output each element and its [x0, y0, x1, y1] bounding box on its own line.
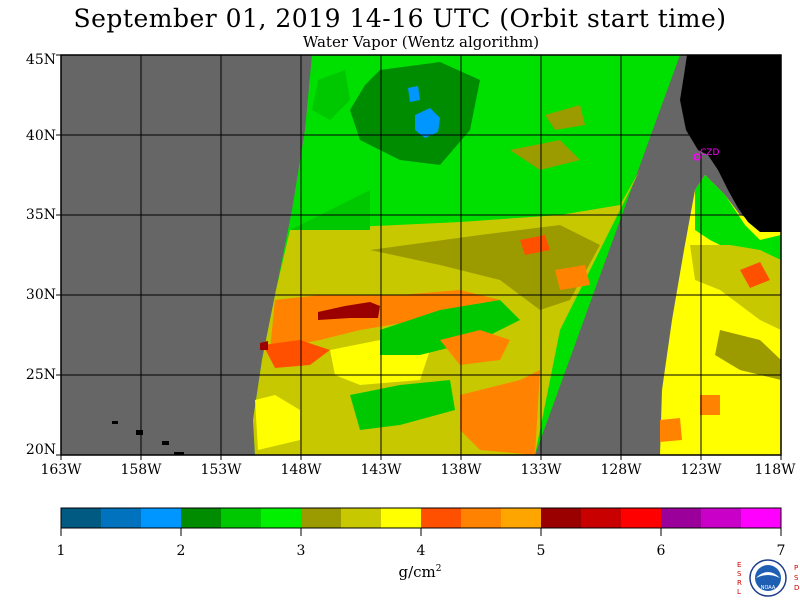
hawaii-island-4 [174, 452, 184, 455]
colorbar-label-2: 2 [176, 543, 186, 559]
swath-right-orange-2 [700, 395, 720, 415]
colorbar-swatch [301, 508, 342, 528]
green-streak-2 [350, 380, 455, 430]
lon-label-133w: 133W [520, 462, 562, 478]
dark-green-region [350, 62, 480, 165]
hawaii-island-2 [136, 430, 143, 435]
lon-label-158w: 158W [120, 462, 162, 478]
colorbar-frame [60, 507, 782, 529]
colorbar-swatch [61, 508, 102, 528]
land-north-america [680, 55, 781, 232]
lat-label-35n: 35N [25, 207, 56, 223]
colorbar-swatch [741, 508, 782, 528]
colorbar-swatch [461, 508, 502, 528]
dark-red-streak [318, 302, 380, 320]
logo-letter-e: E [737, 561, 741, 569]
logo-center-text: NOAA [761, 585, 776, 591]
station-marker [693, 153, 701, 161]
lon-label-143w: 143W [360, 462, 402, 478]
olive-top-patch [510, 140, 580, 170]
colorbar-swatch [661, 508, 702, 528]
orange-band-3 [460, 370, 540, 455]
swath-right-olive-2 [715, 330, 781, 380]
dark-red-dot [260, 341, 268, 350]
blue-spot-small [408, 86, 420, 102]
colorbar-swatch [621, 508, 662, 528]
hawaii-island-1 [112, 421, 118, 424]
map-subtitle: Water Vapor (Wentz algorithm) [302, 33, 540, 51]
units-base: g/cm [398, 563, 436, 581]
logo-letter-l: L [737, 588, 741, 596]
lat-label-45n: 45N [25, 52, 56, 68]
orange-patch-mid2 [555, 265, 590, 290]
lon-label-138w: 138W [440, 462, 482, 478]
logo-letter-s: S [737, 570, 742, 578]
colorbar-swatch [181, 508, 222, 528]
logo-letter-s2: S [794, 574, 799, 582]
dark-green-region-2 [312, 70, 350, 120]
colorbar-swatch [581, 508, 622, 528]
swath-right-green [695, 175, 781, 270]
lat-label-30n: 30N [25, 287, 56, 303]
lat-label-20n: 20N [25, 442, 56, 458]
colorbar-label-6: 6 [656, 543, 666, 559]
blue-spot-large [415, 108, 440, 138]
map-frame [60, 54, 782, 456]
logo-right-letters: P S D [794, 564, 799, 592]
units-exponent: 2 [435, 564, 442, 574]
logo-letter-p: P [794, 564, 798, 572]
olive-top-patch-2 [545, 105, 585, 130]
colorbar-swatch [501, 508, 542, 528]
colorbar-label-4: 4 [416, 543, 426, 559]
logo-bird-icon [756, 572, 780, 578]
colorbar-swatch [541, 508, 582, 528]
orange-band-1 [270, 290, 500, 350]
colorbar-swatch [261, 508, 302, 528]
station-label: CZD [700, 148, 719, 158]
colorbar-swatch [341, 508, 382, 528]
map-title: September 01, 2019 14-16 UTC (Orbit star… [73, 4, 727, 33]
colorbar-label-3: 3 [296, 543, 306, 559]
logo-emblem-inner [755, 565, 781, 591]
colorbar-swatch [421, 508, 462, 528]
colorbar-label-7: 7 [776, 543, 786, 559]
colorbar-label-5: 5 [536, 543, 546, 559]
station-marker-circle [693, 153, 701, 161]
logo-letter-d: D [794, 584, 799, 592]
orange-patch-mid [520, 235, 550, 255]
lat-label-40n: 40N [25, 128, 56, 144]
lon-label-148w: 148W [280, 462, 322, 478]
colorbar [60, 508, 782, 536]
colorbar-swatch [141, 508, 182, 528]
colorbar-swatch [381, 508, 422, 528]
colorbar-swatch [701, 508, 742, 528]
lon-label-118w: 118W [754, 462, 796, 478]
colorbar-swatch [221, 508, 262, 528]
lon-label-153w: 153W [200, 462, 242, 478]
yellow-patch-2 [440, 330, 510, 365]
logo-letter-r: R [737, 579, 742, 587]
lon-label-123w: 123W [680, 462, 722, 478]
swath-right-orange [740, 262, 770, 288]
map-gridlines [61, 55, 781, 455]
hawaii-island-3 [162, 441, 169, 445]
colorbar-label-1: 1 [56, 543, 66, 559]
swath-right-orange-3 [660, 418, 682, 442]
green-streak-1 [380, 300, 520, 355]
lon-label-163w: 163W [40, 462, 82, 478]
orange-band-4 [255, 395, 300, 450]
noaa-logo: E S R L P S D NOAA [737, 559, 799, 597]
lat-label-25n: 25N [25, 367, 56, 383]
axis-ticks [56, 54, 782, 460]
logo-left-letters: E S R L [737, 561, 742, 596]
lon-label-128w: 128W [600, 462, 642, 478]
colorbar-units: g/cm2 [380, 563, 460, 581]
swath-band-green-mid [290, 190, 370, 230]
orange-band-2 [263, 340, 330, 368]
colorbar-swatch [101, 508, 142, 528]
